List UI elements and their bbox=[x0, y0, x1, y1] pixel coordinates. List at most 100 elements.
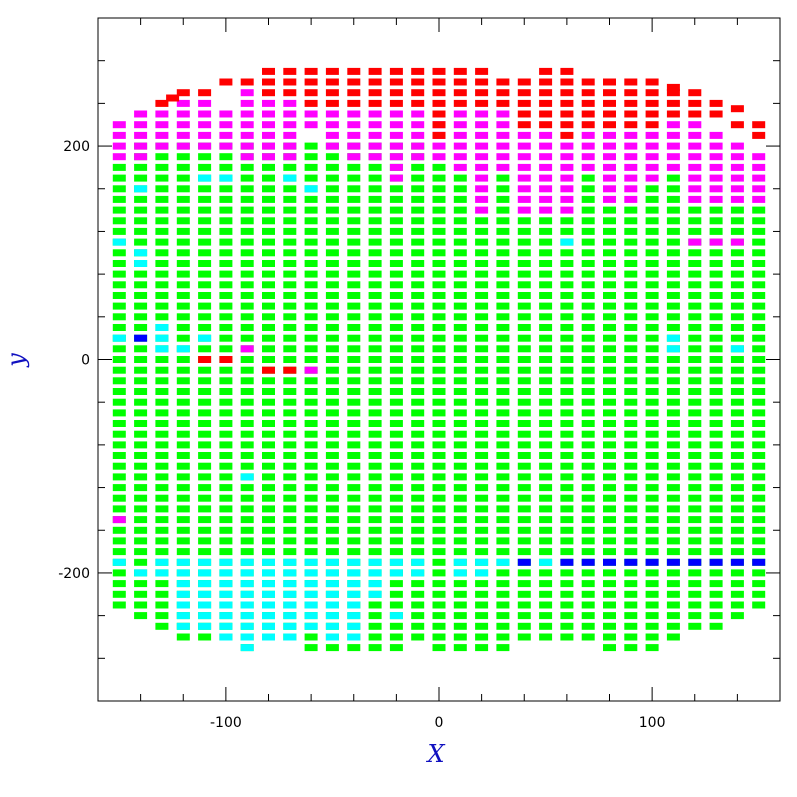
data-point bbox=[560, 238, 574, 246]
data-point bbox=[709, 302, 723, 310]
data-point bbox=[560, 334, 574, 342]
data-point bbox=[389, 302, 403, 310]
data-point bbox=[166, 94, 180, 102]
data-point bbox=[176, 484, 190, 492]
data-point bbox=[262, 388, 275, 395]
data-point bbox=[475, 548, 489, 556]
data-point bbox=[283, 484, 297, 492]
data-point bbox=[581, 569, 595, 577]
data-point bbox=[666, 281, 680, 289]
data-point bbox=[198, 270, 212, 278]
data-point bbox=[560, 484, 574, 492]
data-point bbox=[432, 612, 446, 620]
data-point bbox=[645, 281, 659, 289]
data-point bbox=[368, 516, 382, 524]
data-point bbox=[453, 324, 467, 331]
data-point bbox=[304, 452, 318, 459]
data-point bbox=[453, 558, 467, 566]
data-point bbox=[688, 537, 702, 545]
data-point bbox=[730, 121, 744, 129]
data-point bbox=[453, 281, 467, 289]
data-point bbox=[176, 206, 190, 214]
data-point bbox=[112, 153, 126, 161]
data-point bbox=[176, 580, 190, 588]
data-point bbox=[389, 430, 403, 438]
data-point bbox=[453, 505, 467, 513]
data-point bbox=[347, 121, 361, 129]
data-point bbox=[730, 398, 744, 406]
data-point bbox=[539, 110, 553, 118]
data-point bbox=[688, 260, 702, 267]
data-point bbox=[198, 633, 212, 641]
data-point bbox=[730, 260, 744, 267]
data-point bbox=[198, 334, 212, 342]
data-point bbox=[219, 612, 233, 620]
data-point bbox=[262, 441, 275, 449]
data-point bbox=[560, 313, 574, 321]
data-point bbox=[453, 580, 467, 588]
data-point bbox=[539, 526, 553, 534]
data-point bbox=[666, 452, 680, 459]
data-point bbox=[262, 324, 275, 331]
data-point bbox=[347, 612, 361, 620]
data-point bbox=[645, 313, 659, 321]
data-point bbox=[389, 612, 403, 620]
data-point bbox=[155, 569, 169, 577]
data-point bbox=[496, 345, 510, 353]
data-point bbox=[155, 238, 169, 246]
data-point bbox=[624, 516, 638, 524]
data-point bbox=[411, 163, 425, 171]
data-point bbox=[368, 452, 382, 459]
data-point bbox=[176, 633, 190, 641]
data-point bbox=[730, 174, 744, 182]
data-point bbox=[112, 420, 126, 427]
data-point bbox=[432, 206, 446, 214]
data-point bbox=[603, 345, 616, 353]
data-point bbox=[432, 398, 446, 406]
data-point bbox=[453, 644, 467, 652]
data-point bbox=[688, 366, 702, 374]
data-point bbox=[411, 89, 425, 97]
x-tick-label: 100 bbox=[639, 715, 666, 731]
data-point bbox=[134, 163, 148, 171]
data-point bbox=[389, 516, 403, 524]
data-point bbox=[262, 548, 275, 556]
data-point bbox=[517, 110, 531, 118]
data-point bbox=[155, 612, 169, 620]
data-point bbox=[411, 388, 425, 395]
data-point bbox=[475, 131, 489, 139]
data-point bbox=[475, 142, 489, 150]
data-point bbox=[198, 185, 212, 193]
data-point bbox=[517, 121, 531, 129]
data-point bbox=[581, 388, 595, 395]
data-point bbox=[389, 366, 403, 374]
data-point bbox=[411, 238, 425, 246]
data-point bbox=[517, 89, 531, 97]
data-point bbox=[219, 590, 233, 598]
data-point bbox=[666, 580, 680, 588]
y-tick-label: 200 bbox=[63, 139, 90, 155]
data-point bbox=[176, 110, 190, 118]
data-point bbox=[112, 270, 126, 278]
data-point bbox=[283, 494, 297, 502]
data-point bbox=[645, 366, 659, 374]
data-point bbox=[368, 398, 382, 406]
data-point bbox=[411, 622, 425, 630]
data-point bbox=[368, 580, 382, 588]
data-point bbox=[432, 644, 446, 652]
data-point bbox=[262, 67, 275, 75]
data-point bbox=[688, 249, 702, 257]
data-point bbox=[240, 270, 254, 278]
data-point bbox=[134, 580, 148, 588]
data-point bbox=[240, 441, 254, 449]
data-point bbox=[240, 462, 254, 470]
data-point bbox=[389, 452, 403, 459]
data-point bbox=[155, 548, 169, 556]
data-point bbox=[283, 217, 297, 225]
data-point bbox=[325, 622, 339, 630]
data-point bbox=[283, 195, 297, 203]
data-point bbox=[517, 580, 531, 588]
data-point bbox=[581, 441, 595, 449]
data-point bbox=[240, 377, 254, 385]
data-point bbox=[176, 89, 190, 97]
